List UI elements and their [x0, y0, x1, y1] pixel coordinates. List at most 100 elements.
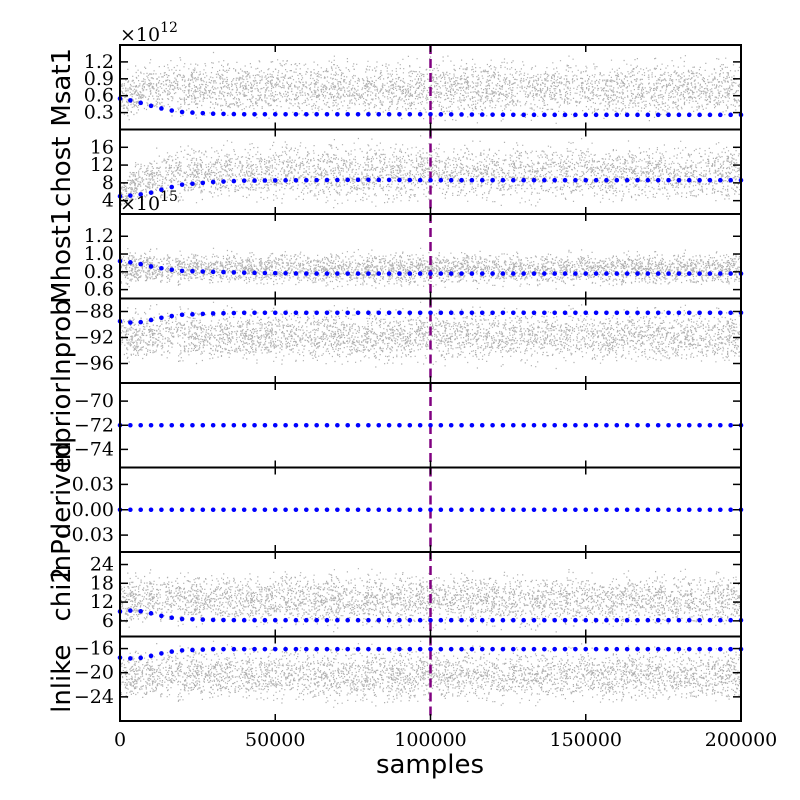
mean-point — [345, 271, 351, 276]
mean-point — [386, 422, 392, 428]
mean-point — [324, 646, 330, 652]
mean-point — [438, 112, 444, 117]
mean-point — [479, 422, 485, 428]
mean-point — [376, 111, 382, 117]
mean-point — [521, 507, 526, 513]
mean-point — [614, 271, 620, 276]
mean-point — [200, 647, 206, 652]
mean-point — [210, 111, 216, 117]
mean-point — [159, 315, 164, 321]
mean-point — [500, 646, 506, 652]
mean-point — [428, 177, 433, 183]
mean-point — [448, 617, 454, 623]
mean-point — [562, 646, 568, 652]
mean-point — [324, 507, 330, 513]
mean-point — [542, 271, 547, 276]
y-axis-label: chi2 — [47, 567, 77, 622]
mean-point — [718, 271, 723, 276]
mean-point — [304, 177, 309, 183]
mean-point — [635, 507, 640, 513]
mean-point — [252, 617, 257, 623]
mean-point — [593, 507, 599, 513]
mean-point — [645, 112, 651, 118]
mean-point — [231, 507, 237, 513]
y-tick-label: −70 — [74, 390, 114, 412]
mean-point — [583, 112, 589, 118]
mean-point — [324, 111, 330, 117]
mean-point — [459, 646, 464, 652]
mean-point — [645, 617, 651, 623]
mean-point — [314, 646, 319, 652]
y-tick-label: −72 — [74, 414, 114, 436]
mean-point — [397, 422, 402, 428]
mean-point — [304, 422, 309, 428]
mean-point — [728, 422, 733, 428]
mean-point — [583, 177, 589, 183]
mean-point — [272, 507, 278, 513]
mean-point — [159, 613, 164, 619]
mean-point — [407, 617, 413, 623]
mean-point — [542, 422, 547, 428]
mean-point — [159, 507, 164, 513]
mean-point — [531, 507, 537, 513]
mean-point — [283, 646, 288, 652]
mean-point — [614, 177, 620, 183]
mean-point — [159, 422, 164, 428]
mean-point — [448, 422, 454, 428]
mean-point — [169, 422, 175, 428]
mean-point — [355, 310, 361, 316]
y-tick-label: −92 — [74, 327, 114, 349]
mean-point — [324, 271, 330, 276]
x-tick-label: 50000 — [245, 729, 305, 751]
mean-point — [293, 111, 299, 117]
mean-point — [438, 646, 444, 652]
mean-point — [190, 422, 195, 428]
mean-point — [542, 507, 547, 513]
mean-point — [573, 507, 578, 513]
mean-point — [655, 271, 661, 276]
mean-point — [655, 422, 661, 428]
mean-point — [169, 267, 175, 273]
mean-point — [666, 271, 671, 276]
mean-point — [417, 271, 423, 276]
mean-point — [407, 646, 413, 652]
mean-point — [200, 422, 206, 428]
mean-point — [386, 310, 392, 316]
mean-point — [655, 507, 661, 513]
mean-point — [718, 617, 723, 623]
mean-point — [676, 177, 682, 183]
mean-point — [686, 507, 692, 513]
mean-point — [407, 422, 413, 428]
mean-point — [635, 310, 640, 316]
mean-point — [593, 646, 599, 652]
mean-point — [604, 617, 609, 623]
mean-point — [562, 507, 568, 513]
mean-point — [324, 310, 330, 316]
mean-point — [221, 507, 226, 513]
mean-point — [686, 422, 692, 428]
mean-point — [573, 310, 578, 316]
mean-point — [645, 271, 651, 276]
running-mean — [117, 310, 744, 325]
mean-point — [686, 177, 692, 183]
mean-point — [676, 507, 682, 513]
x-tick-label: 150000 — [549, 729, 622, 751]
mean-point — [500, 617, 506, 623]
mean-point — [728, 112, 733, 118]
mean-point — [138, 261, 143, 267]
mean-point — [293, 646, 299, 652]
mean-point — [417, 422, 423, 428]
mean-point — [179, 312, 185, 318]
mean-point — [573, 617, 578, 623]
mean-point — [686, 617, 692, 623]
mean-point — [221, 179, 226, 184]
mean-point — [655, 112, 661, 118]
mean-point — [718, 422, 723, 428]
y-tick-label: 18 — [90, 572, 114, 594]
mean-point — [479, 271, 485, 276]
mean-point — [335, 111, 340, 117]
mean-point — [552, 310, 557, 316]
mean-point — [221, 310, 226, 316]
mean-point — [552, 112, 557, 118]
